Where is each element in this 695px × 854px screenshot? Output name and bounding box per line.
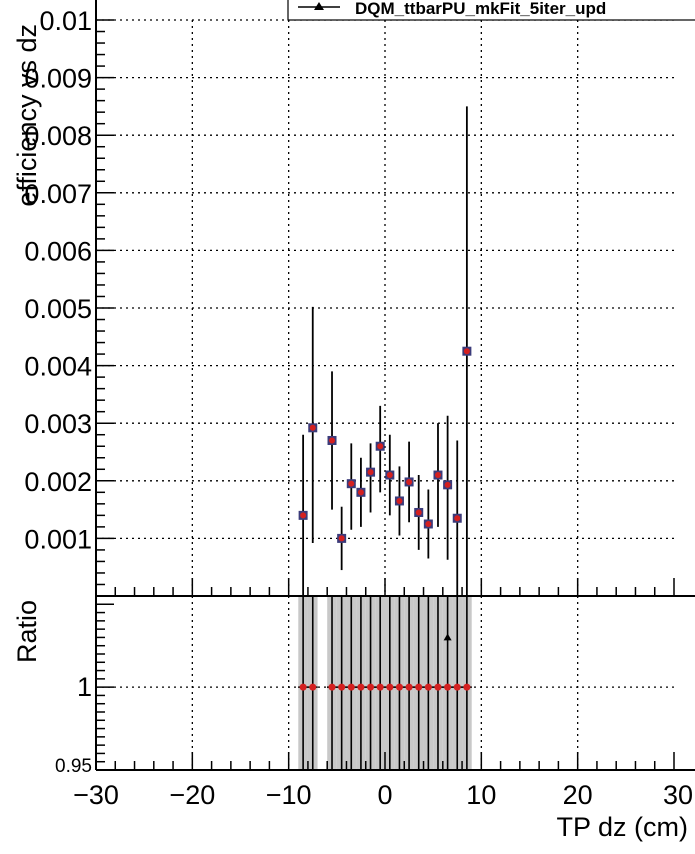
efficiency-marker-dot <box>367 469 374 476</box>
x-axis-title: TP dz (cm) <box>556 812 688 842</box>
x-tick-label: 10 <box>466 780 496 810</box>
efficiency-marker-dot <box>463 348 470 355</box>
efficiency-marker-dot <box>434 472 441 479</box>
x-tick-label: −30 <box>73 780 119 810</box>
ratio-marker <box>386 683 394 691</box>
top-y-tick-label: 0.008 <box>24 121 92 151</box>
ratio-marker <box>299 683 307 691</box>
efficiency-marker-dot <box>377 443 384 450</box>
ratio-marker <box>309 683 317 691</box>
legend-triangle-marker <box>314 2 324 10</box>
top-y-axis-title: efficiency vs dz <box>12 24 42 207</box>
ratio-band-layer <box>298 596 472 770</box>
ratio-marker <box>376 683 384 691</box>
legend: DQM_ttbarPU_mkFit_5iter_upd <box>287 0 695 21</box>
legend-entry-label: DQM_ttbarPU_mkFit_5iter_upd <box>355 0 606 18</box>
top-y-tick-label: 0.001 <box>24 524 92 554</box>
top-y-tick-label: 0.009 <box>24 64 92 94</box>
top-y-tick-label: 0.007 <box>24 179 92 209</box>
ratio-marker <box>367 683 375 691</box>
ratio-marker <box>328 683 336 691</box>
ratio-marker <box>338 683 346 691</box>
efficiency-marker-dot <box>415 509 422 516</box>
ratio-marker <box>444 683 452 691</box>
top-y-tick-label: 0.006 <box>24 236 92 266</box>
ratio-marker <box>453 683 461 691</box>
ratio-marker <box>434 683 442 691</box>
ratio-marker <box>347 683 355 691</box>
top-y-tick-label: 0.002 <box>24 467 92 497</box>
ratio-marker <box>405 683 413 691</box>
bottom-y-tick-label: 1 <box>77 672 92 702</box>
text-layer: efficiency vs dz Ratio TP dz (cm) 0.001 0… <box>12 6 693 842</box>
efficiency-marker-dot <box>425 521 432 527</box>
efficiency-marker-dot <box>406 478 413 485</box>
ratio-marker <box>463 683 471 691</box>
x-tick-label: 20 <box>563 780 593 810</box>
efficiency-marker-dot <box>300 512 307 519</box>
bottom-y-axis-title: Ratio <box>12 600 42 663</box>
x-tick-label: 0 <box>377 780 392 810</box>
efficiency-marker-dot <box>454 515 461 522</box>
ratio-marker <box>357 683 365 691</box>
frame-layer <box>95 0 695 771</box>
ratio-marker <box>424 683 432 691</box>
x-tick-label: 30 <box>663 780 693 810</box>
data-layer <box>298 106 472 691</box>
legend-box <box>287 0 695 21</box>
efficiency-marker-dot <box>329 437 336 444</box>
efficiency-marker-dot <box>338 535 345 542</box>
efficiency-marker-dot <box>348 480 355 487</box>
x-tick-label: −10 <box>266 780 312 810</box>
top-y-tick-label: 0.01 <box>39 6 92 36</box>
efficiency-marker-dot <box>309 424 316 431</box>
ratio-outlier-marker <box>443 633 452 641</box>
efficiency-marker-dot <box>386 472 393 479</box>
top-y-tick-label: 0.003 <box>24 409 92 439</box>
ratio-marker <box>395 683 403 691</box>
efficiency-marker-dot <box>444 481 451 488</box>
top-y-tick-label: 0.004 <box>24 352 92 382</box>
bottom-y-tick-label: 0.95 <box>55 756 92 777</box>
x-tick-label: −20 <box>169 780 215 810</box>
efficiency-marker-dot <box>396 497 403 504</box>
ratio-marker <box>415 683 423 691</box>
top-y-tick-label: 0.005 <box>24 294 92 324</box>
efficiency-marker-dot <box>357 489 364 496</box>
